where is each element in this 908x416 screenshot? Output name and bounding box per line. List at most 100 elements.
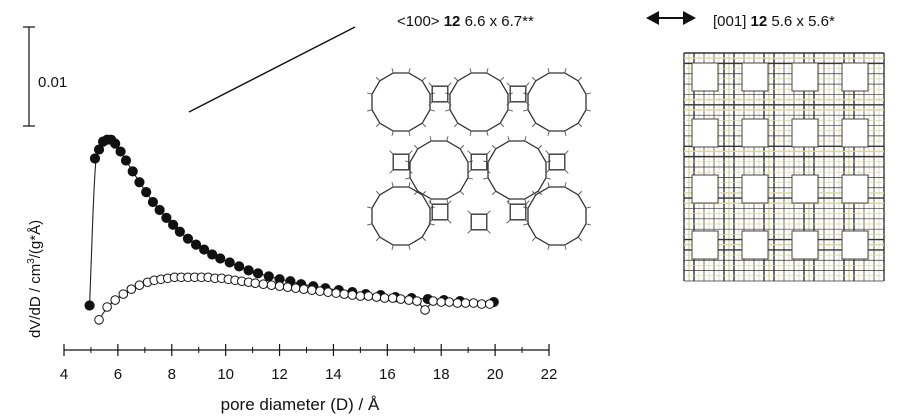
framework-bond	[408, 169, 413, 174]
series-2-point	[290, 283, 301, 293]
framework-image-001	[683, 52, 885, 282]
framework-bond	[375, 190, 381, 196]
framework-bond	[585, 92, 591, 95]
label-001-ring: 12	[750, 13, 768, 30]
series-1-point	[134, 177, 145, 188]
framework-bond	[525, 200, 530, 205]
framework-bond	[375, 236, 381, 242]
framework-12-ring	[527, 186, 587, 246]
series-markers	[84, 134, 499, 325]
framework-pore	[791, 118, 819, 148]
framework-pore	[691, 62, 719, 92]
framework-pore	[841, 118, 869, 148]
label-001-channel: [001] 12 5.6 x 5.6*	[713, 13, 835, 30]
framework-bond	[408, 150, 413, 155]
framework-bond	[577, 236, 583, 242]
framework-bond	[421, 190, 427, 196]
framework-bond	[585, 109, 591, 112]
series-2-point	[307, 285, 317, 295]
series-2-point	[339, 289, 350, 299]
framework-bond	[564, 244, 567, 250]
series-2-point	[118, 289, 129, 299]
series-2-point	[412, 296, 422, 306]
x-tick-label: 10	[217, 366, 234, 383]
framework-bond	[467, 177, 473, 180]
framework-bond	[408, 68, 411, 74]
framework-image-100	[367, 68, 591, 250]
framework-bond	[491, 190, 497, 196]
framework-bond	[446, 136, 449, 142]
framework-pore	[791, 174, 819, 204]
framework-bond	[429, 109, 435, 112]
framework-bond	[499, 76, 505, 82]
label-001-dims: 5.6 x 5.6*	[771, 13, 835, 30]
label-100-ring: 12	[443, 13, 461, 30]
framework-bond	[491, 144, 497, 150]
framework-pore	[741, 62, 769, 92]
framework-pore	[741, 230, 769, 260]
x-tick-label: 16	[379, 366, 396, 383]
x-tick-label: 4	[60, 366, 68, 383]
series-2-point	[102, 302, 112, 312]
series-2-point	[94, 315, 104, 325]
framework-bond	[467, 229, 472, 234]
series-2-point	[484, 299, 495, 309]
framework-bond	[486, 150, 491, 155]
framework-bond	[375, 122, 381, 128]
label-100-dims: 6.6 x 6.7**	[464, 13, 534, 30]
series-2-point	[404, 295, 414, 305]
framework-bond	[486, 169, 491, 174]
framework-bond	[531, 76, 537, 82]
framework-pore	[791, 62, 819, 92]
framework-pore	[691, 174, 719, 204]
framework-pore	[841, 230, 869, 260]
framework-bond	[391, 182, 394, 188]
framework-bond	[545, 160, 551, 163]
series-1-point	[215, 253, 226, 264]
series-1-point	[207, 249, 218, 260]
framework-bond	[408, 244, 411, 250]
framework-bond	[421, 122, 427, 128]
framework-12-ring	[371, 72, 431, 132]
framework-bond	[428, 200, 433, 205]
framework-bond	[429, 198, 432, 204]
framework-bond	[486, 210, 491, 215]
label-100-channel: <100> 12 6.6 x 6.7**	[397, 13, 534, 30]
framework-4-ring	[509, 203, 527, 221]
x-tick-label: 12	[271, 366, 288, 383]
framework-bond	[547, 244, 550, 250]
series-2-point	[299, 284, 309, 294]
framework-bond	[429, 223, 435, 226]
series-2-point	[331, 288, 341, 298]
framework-bond	[421, 76, 427, 82]
framework-bond	[391, 130, 394, 136]
y-axis-label: dV/dD / cm3/(g*Å)	[26, 220, 44, 338]
framework-bond	[531, 190, 537, 196]
framework-bond	[445, 109, 451, 112]
series-2-point	[452, 298, 463, 308]
series-2-point	[428, 296, 438, 306]
framework-bond	[447, 101, 452, 106]
framework-bond	[453, 122, 459, 128]
framework-bond	[367, 206, 373, 209]
framework-bond	[391, 68, 394, 74]
framework-bond	[467, 169, 472, 174]
series-lines	[89, 139, 494, 321]
framework-pore	[791, 230, 819, 260]
series-2-point	[266, 280, 277, 291]
y-scale-bar-label: 0.01	[38, 74, 67, 91]
framework-bond	[447, 219, 452, 224]
framework-bond	[389, 150, 394, 155]
series-1-point	[252, 268, 264, 279]
framework-12-ring	[371, 186, 431, 246]
framework-bond	[486, 130, 489, 136]
framework-bond	[486, 68, 489, 74]
framework-bond	[585, 206, 591, 209]
framework-pore	[741, 174, 769, 204]
framework-bond	[408, 182, 411, 188]
framework-bond	[525, 219, 530, 224]
framework-bond	[506, 101, 511, 106]
framework-bond	[499, 122, 505, 128]
framework-bond	[429, 136, 432, 142]
